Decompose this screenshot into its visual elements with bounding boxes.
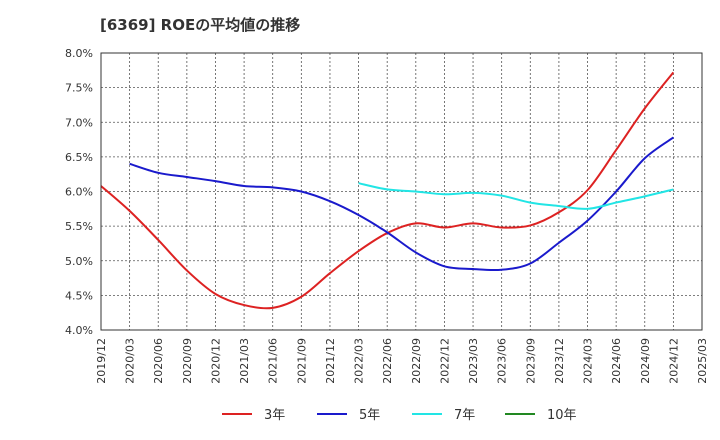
series-lines bbox=[100, 71, 675, 310]
x-tick-label: 2021/06 bbox=[267, 338, 280, 384]
legend-label-3年: 3年 bbox=[264, 408, 285, 423]
x-tick-label: 2023/12 bbox=[553, 338, 566, 384]
x-tick-label: 2021/12 bbox=[324, 338, 337, 384]
y-tick-label: 5.0% bbox=[65, 255, 93, 268]
y-tick-label: 4.5% bbox=[65, 289, 93, 302]
x-tick-label: 2024/12 bbox=[667, 338, 680, 384]
legend-label-5年: 5年 bbox=[359, 408, 380, 423]
legend-label-10年: 10年 bbox=[547, 408, 577, 423]
y-tick-label: 8.0% bbox=[65, 47, 93, 60]
x-tick-label: 2020/03 bbox=[124, 338, 137, 384]
x-tick-label: 2023/06 bbox=[496, 338, 509, 384]
x-tick-label: 2022/09 bbox=[410, 338, 423, 384]
x-tick-label: 2021/03 bbox=[238, 338, 251, 384]
x-tick-label: 2022/03 bbox=[353, 338, 366, 384]
y-tick-label: 7.0% bbox=[65, 116, 93, 129]
x-tick-label: 2024/03 bbox=[582, 338, 595, 384]
x-tick-label: 2019/12 bbox=[95, 338, 108, 384]
x-tick-label: 2023/09 bbox=[524, 338, 537, 384]
x-tick-label: 2024/06 bbox=[610, 338, 623, 384]
y-axis-ticks: 4.0% 4.5% 5.0% 5.5% 6.0% 6.5% 7.0% 7.5% 8.0% bbox=[65, 47, 93, 337]
y-tick-label: 4.0% bbox=[65, 324, 93, 337]
x-tick-label: 2022/12 bbox=[438, 338, 451, 384]
x-axis-ticks: 2019/12 2020/03 2020/06 2020/09 2020/12 2021/… bbox=[95, 338, 709, 384]
y-tick-label: 7.5% bbox=[65, 82, 93, 95]
y-tick-label: 6.5% bbox=[65, 151, 93, 164]
x-tick-label: 2025/03 bbox=[696, 338, 709, 384]
legend: 3年 5年 7年 10年 bbox=[222, 408, 577, 423]
y-tick-label: 5.5% bbox=[65, 220, 93, 233]
y-tick-label: 6.0% bbox=[65, 186, 93, 199]
x-tick-label: 2020/06 bbox=[152, 338, 165, 384]
series-line-7年 bbox=[358, 182, 674, 210]
chart-title: [6369] ROEの平均値の推移 bbox=[100, 16, 301, 34]
series-line-5年 bbox=[129, 136, 674, 272]
x-tick-label: 2021/09 bbox=[295, 338, 308, 384]
x-tick-label: 2024/09 bbox=[639, 338, 652, 384]
x-tick-label: 2023/03 bbox=[467, 338, 480, 384]
x-tick-label: 2020/12 bbox=[209, 338, 222, 384]
x-tick-label: 2022/06 bbox=[381, 338, 394, 384]
legend-label-7年: 7年 bbox=[454, 408, 475, 423]
plot-area-frame bbox=[100, 52, 703, 331]
x-tick-label: 2020/09 bbox=[181, 338, 194, 384]
